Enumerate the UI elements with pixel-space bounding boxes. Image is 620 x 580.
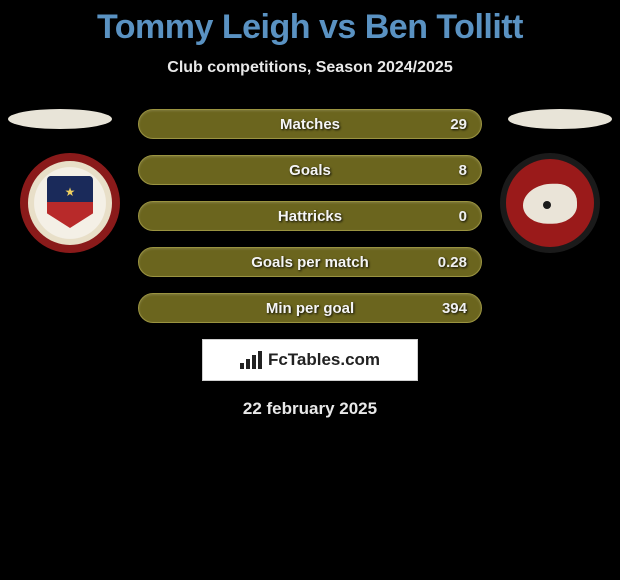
stat-row-matches: Matches 29 <box>138 109 482 139</box>
stat-value-right: 29 <box>450 116 467 133</box>
stat-value-right: 0.28 <box>438 254 467 271</box>
accrington-crest-icon <box>20 153 120 253</box>
stat-label: Goals per match <box>251 254 369 271</box>
match-date: 22 february 2025 <box>0 399 620 419</box>
comparison-area: Matches 29 Goals 8 Hattricks 0 Goals per… <box>0 109 620 419</box>
club-crest-right <box>500 153 600 253</box>
stat-value-right: 8 <box>459 162 467 179</box>
stat-value-right: 0 <box>459 208 467 225</box>
club-crest-left <box>20 153 120 253</box>
player-oval-right <box>508 109 612 129</box>
stat-row-hattricks: Hattricks 0 <box>138 201 482 231</box>
stat-row-goals-per-match: Goals per match 0.28 <box>138 247 482 277</box>
subtitle: Club competitions, Season 2024/2025 <box>0 59 620 77</box>
stat-rows: Matches 29 Goals 8 Hattricks 0 Goals per… <box>138 109 482 323</box>
bar-chart-icon <box>240 351 262 369</box>
stat-row-goals: Goals 8 <box>138 155 482 185</box>
stat-row-min-per-goal: Min per goal 394 <box>138 293 482 323</box>
fctables-text: FcTables.com <box>268 350 380 370</box>
stat-value-right: 394 <box>442 300 467 317</box>
stat-label: Min per goal <box>266 300 354 317</box>
fctables-watermark: FcTables.com <box>202 339 418 381</box>
stat-label: Goals <box>289 162 331 179</box>
page-title: Tommy Leigh vs Ben Tollitt <box>0 0 620 47</box>
player-oval-left <box>8 109 112 129</box>
stat-label: Matches <box>280 116 340 133</box>
morecambe-crest-icon <box>500 153 600 253</box>
stat-label: Hattricks <box>278 208 342 225</box>
